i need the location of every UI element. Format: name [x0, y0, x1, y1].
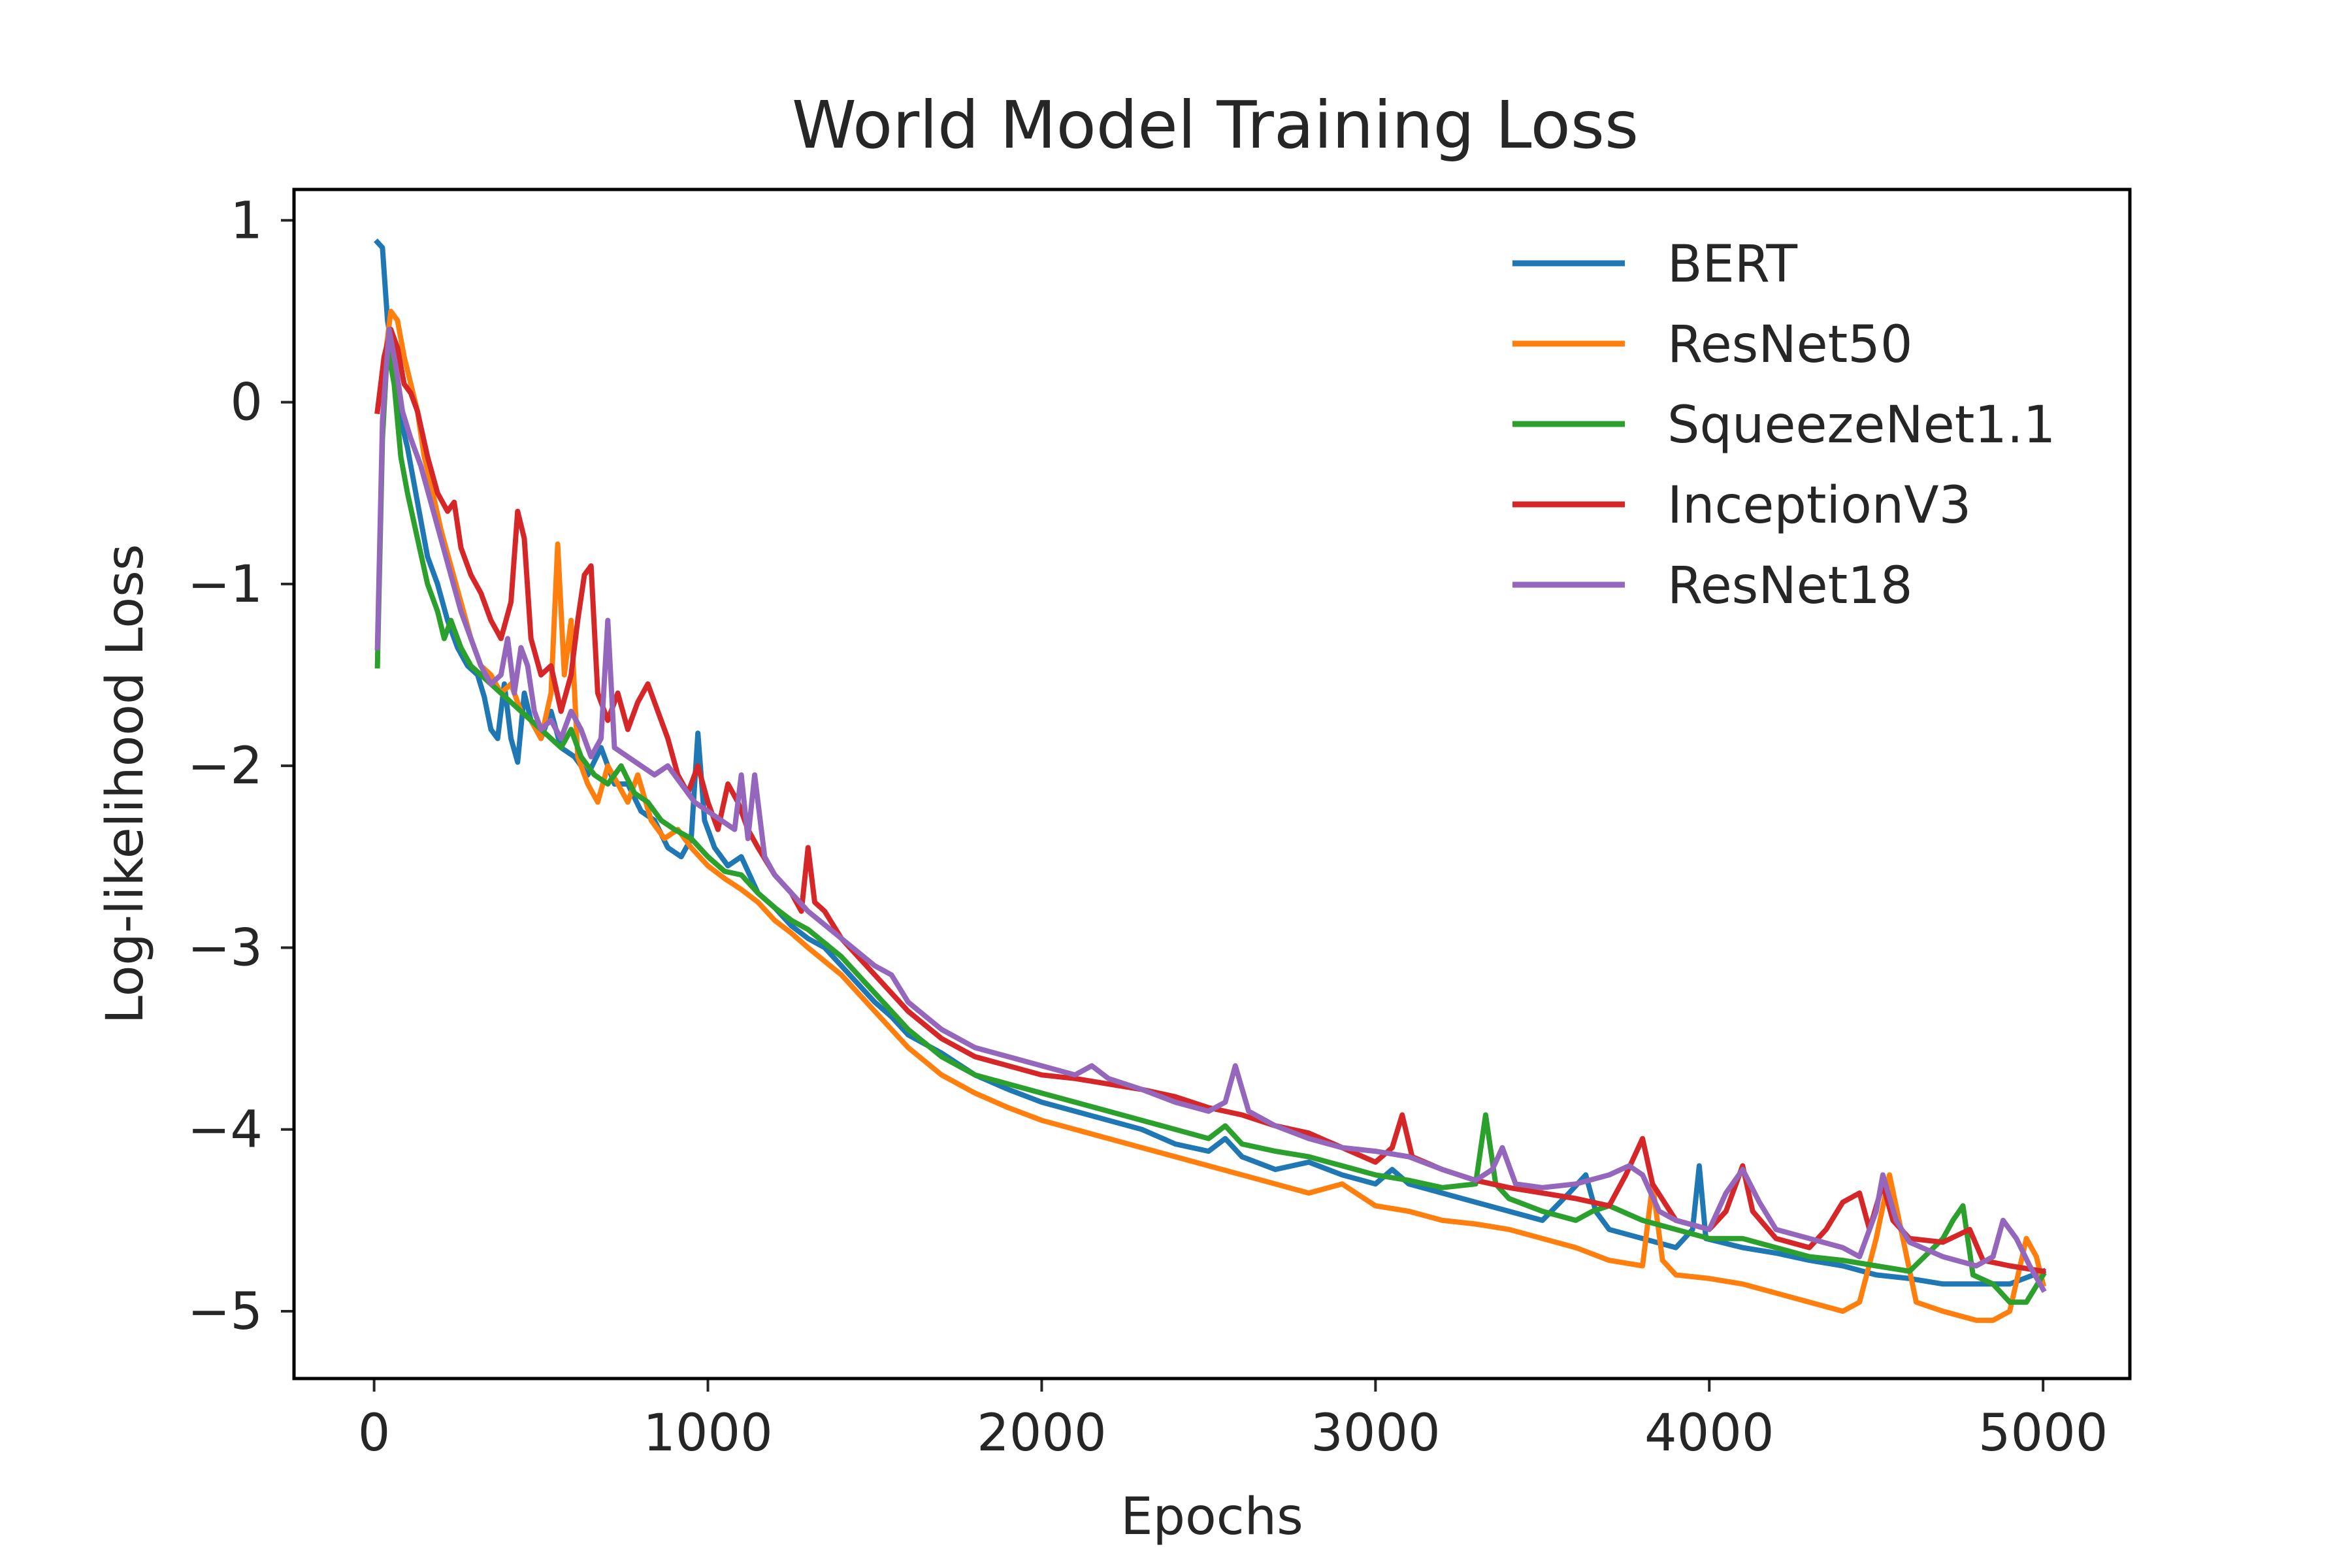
x-tick-label: 1000 [643, 1404, 773, 1463]
series-line-inceptionv3 [374, 327, 2046, 1275]
x-tick-label: 0 [358, 1404, 391, 1463]
y-tick-label: −2 [188, 737, 263, 796]
y-tick-label: −4 [188, 1101, 263, 1160]
x-tick-label: 4000 [1644, 1404, 1774, 1463]
legend: BERT ResNet50 SqueezeNet1.1 InceptionV3 ResN… [1512, 235, 2055, 615]
legend-label-inceptionv3: InceptionV3 [1667, 476, 1971, 535]
series-line-bert [374, 238, 2047, 1287]
legend-label-resnet18: ResNet18 [1667, 557, 1913, 615]
chart-title: World Model Training Loss [792, 87, 1639, 163]
y-tick-label: −3 [188, 919, 263, 977]
y-axis-label: Log-likelihood Loss [96, 544, 155, 1024]
axis-ticks: 0 1000 2000 3000 4000 5000 1 0 −1 −2 −3 −4 −5 [188, 191, 2108, 1463]
y-tick-label: −1 [188, 555, 263, 614]
y-tick-label: 1 [230, 191, 263, 250]
legend-label-resnet50: ResNet50 [1667, 316, 1913, 374]
axes-frame [292, 188, 2132, 1380]
legend-label-squeezenet1-1: SqueezeNet1.1 [1667, 396, 2055, 455]
series-line-resnet18 [374, 327, 2047, 1294]
plot-area [374, 238, 2047, 1323]
x-tick-label: 3000 [1311, 1404, 1441, 1463]
x-axis-label: Epochs [1120, 1488, 1303, 1546]
legend-label-bert: BERT [1667, 235, 1797, 294]
x-tick-label: 2000 [977, 1404, 1107, 1463]
y-tick-label: 0 [230, 374, 263, 433]
x-tick-label: 5000 [1978, 1404, 2108, 1463]
y-tick-label: −5 [188, 1282, 263, 1341]
